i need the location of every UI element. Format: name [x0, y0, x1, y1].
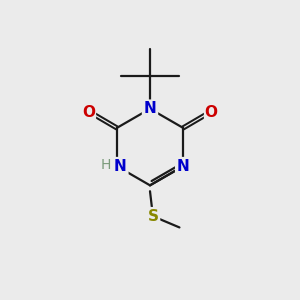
Text: H: H	[100, 158, 111, 172]
Text: N: N	[177, 159, 190, 174]
Text: S: S	[147, 209, 158, 224]
Text: O: O	[82, 105, 95, 120]
Text: N: N	[144, 101, 156, 116]
Text: N: N	[114, 159, 127, 174]
Text: O: O	[205, 105, 218, 120]
